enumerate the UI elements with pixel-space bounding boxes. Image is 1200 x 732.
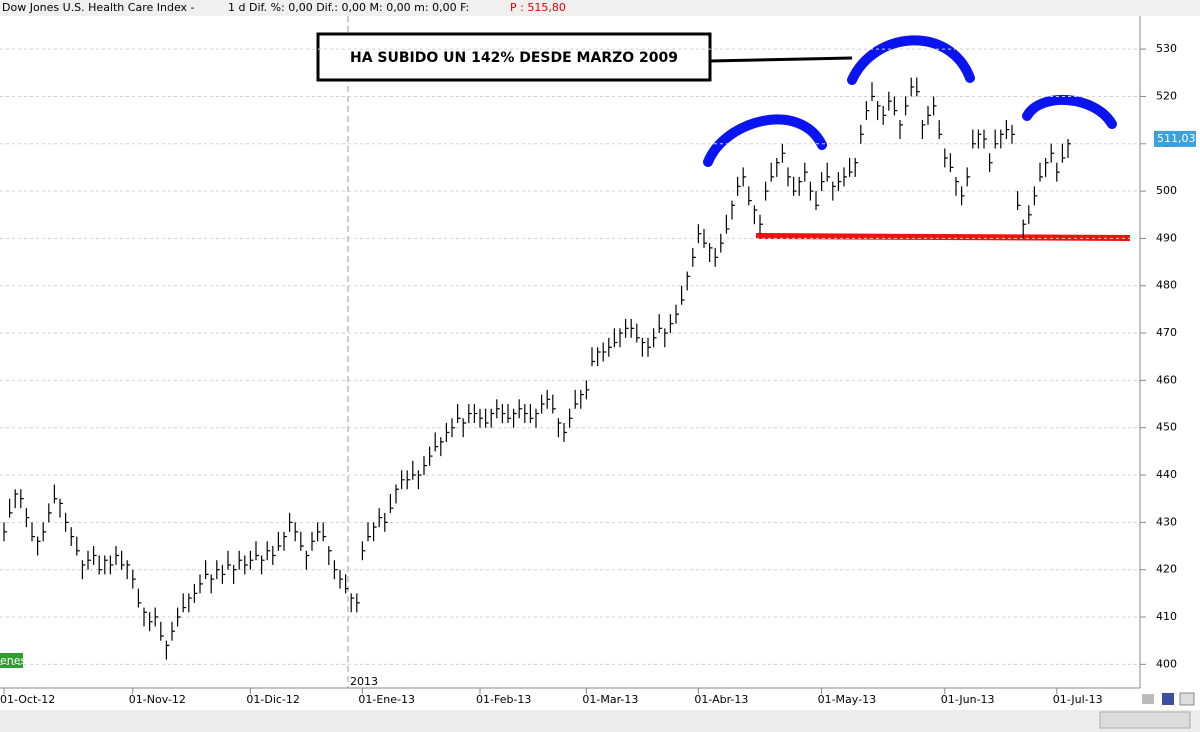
y-tick-label: 480 bbox=[1156, 279, 1177, 292]
left-tag-box bbox=[0, 653, 23, 668]
y-tick-label: 500 bbox=[1156, 184, 1177, 197]
shoulder-arc bbox=[1022, 94, 1117, 129]
x-tick-label: 01-Oct-12 bbox=[0, 693, 55, 706]
y-tick-label: 530 bbox=[1156, 42, 1177, 55]
shoulder-arc bbox=[703, 114, 827, 167]
year-label: 2013 bbox=[350, 675, 378, 688]
y-tick-label: 420 bbox=[1156, 563, 1177, 576]
y-tick-label: 430 bbox=[1156, 515, 1177, 528]
y-tick-label: 460 bbox=[1156, 373, 1177, 386]
x-tick-label: 01-May-13 bbox=[818, 693, 876, 706]
x-tick-label: 01-Abr-13 bbox=[694, 693, 748, 706]
price-axis bbox=[1140, 16, 1200, 688]
x-tick-label: 01-Dic-12 bbox=[246, 693, 300, 706]
annotation-pointer bbox=[709, 56, 853, 63]
y-tick-label: 400 bbox=[1156, 657, 1177, 670]
y-tick-label: 450 bbox=[1156, 421, 1177, 434]
header-stats: 1 d Dif. %: 0,00 Dif.: 0,00 M: 0,00 m: 0… bbox=[228, 1, 469, 14]
neckline bbox=[755, 233, 1131, 241]
x-tick-label: 01-Jun-13 bbox=[941, 693, 995, 706]
nav-icon[interactable] bbox=[1179, 692, 1195, 706]
header-name: Dow Jones U.S. Health Care Index - bbox=[2, 1, 195, 14]
x-tick-label: 01-Jul-13 bbox=[1053, 693, 1103, 706]
scrollbar[interactable] bbox=[1099, 711, 1191, 729]
x-tick-label: 01-Mar-13 bbox=[582, 693, 638, 706]
annotation-box bbox=[316, 32, 712, 82]
y-tick-label: 470 bbox=[1156, 326, 1177, 339]
y-tick-label: 440 bbox=[1156, 468, 1177, 481]
y-tick-label: 490 bbox=[1156, 231, 1177, 244]
left-tag: enes bbox=[0, 654, 27, 667]
last-price-box bbox=[1154, 130, 1196, 147]
x-tick-label: 01-Ene-13 bbox=[358, 693, 415, 706]
scroll-strip bbox=[0, 710, 1200, 732]
last-price-label: 511,03 bbox=[1157, 132, 1196, 145]
y-tick-label: 410 bbox=[1156, 610, 1177, 623]
settings-icon[interactable] bbox=[1142, 694, 1154, 704]
head-arc bbox=[847, 35, 975, 85]
y-tick-label: 520 bbox=[1156, 89, 1177, 102]
save-icon[interactable] bbox=[1162, 693, 1174, 705]
header-bar bbox=[0, 0, 1200, 16]
x-tick-label: 01-Feb-13 bbox=[476, 693, 531, 706]
annotation-text: HA SUBIDO UN 142% DESDE MARZO 2009 bbox=[350, 50, 678, 66]
x-tick-label: 01-Nov-12 bbox=[129, 693, 186, 706]
header-price: P : 515,80 bbox=[510, 1, 566, 14]
